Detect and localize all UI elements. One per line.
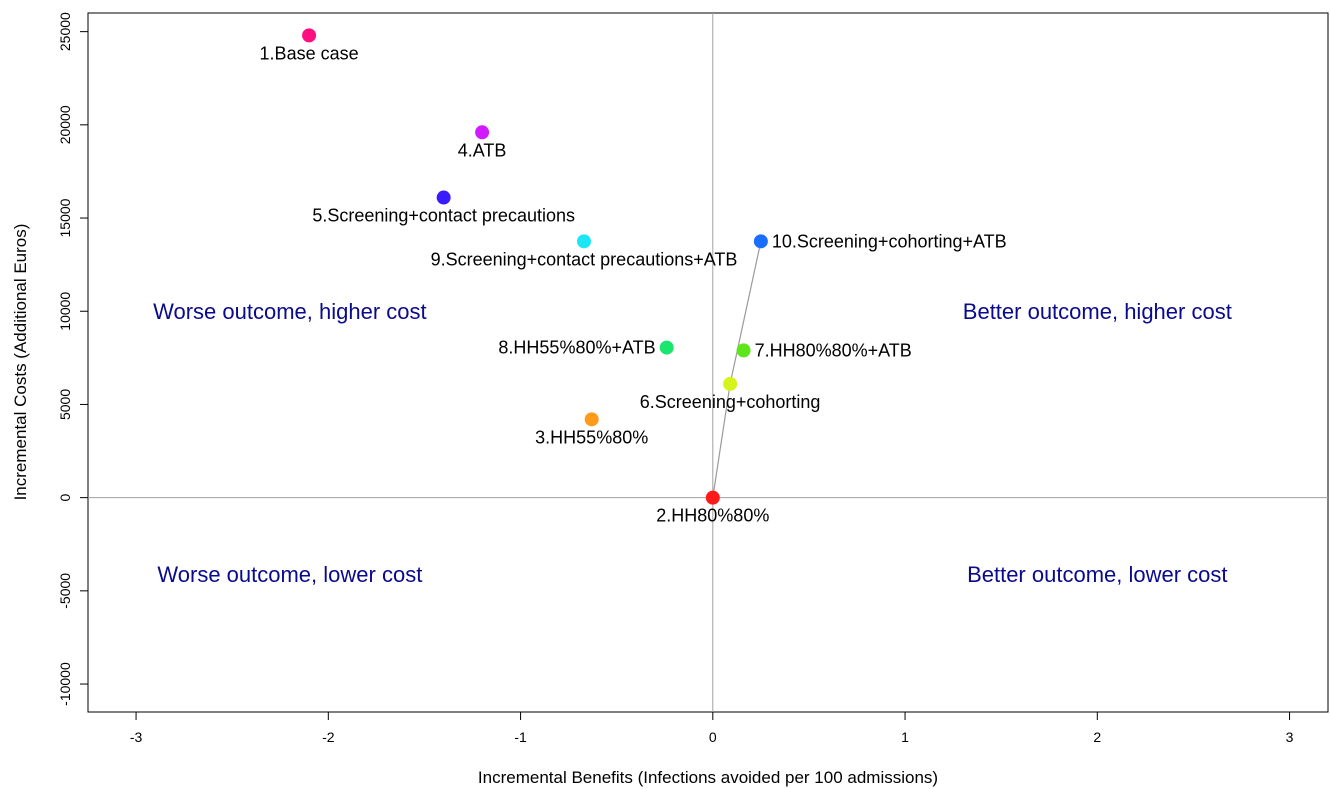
quadrant-label-2: Worse outcome, lower cost [157,562,422,587]
point-label-10: 10.Screening+cohorting+ATB [772,231,1007,251]
quadrant-label-1: Better outcome, higher cost [963,299,1232,324]
x-axis-title: Incremental Benefits (Infections avoided… [478,768,938,787]
x-tick-label: -2 [322,729,335,745]
reference-lines [88,13,1328,712]
x-tick-label: 1 [901,729,909,745]
y-tick-label: 20000 [57,105,73,144]
y-tick-label: 25000 [57,12,73,51]
y-tick-label: -10000 [57,662,73,706]
efficiency-frontier [712,241,762,498]
y-tick-label: 15000 [57,198,73,237]
x-tick-label: -1 [514,729,527,745]
data-point-9 [577,234,591,249]
point-label-5: 5.Screening+contact precautions [312,206,575,226]
point-label-8: 8.HH55%80%+ATB [498,338,655,358]
y-tick-label: -5000 [57,573,73,609]
y-tick-label: 0 [57,494,73,502]
quadrant-labels: Worse outcome, higher cost Better outcome… [153,299,1232,587]
data-point-10 [753,234,768,249]
point-label-4: 4.ATB [458,140,507,160]
point-label-7: 7.HH80%80%+ATB [755,340,912,360]
data-point-3 [584,412,599,427]
data-point-8 [659,340,674,355]
data-point-1 [302,28,317,43]
point-label-1: 1.Base case [260,43,359,63]
y-axis: -10000 -5000 0 5000 10000 15000 20000 25000 [57,12,88,706]
data-point-5 [436,190,451,205]
plot-frame [87,12,1329,713]
quadrant-label-3: Better outcome, lower cost [967,562,1227,587]
x-tick-label: 3 [1286,729,1294,745]
point-label-3: 3.HH55%80% [535,427,648,447]
frontier-line [712,241,762,498]
point-label-6: 6.Screening+cohorting [640,392,821,412]
x-tick-label: 2 [1093,729,1101,745]
point-label-9: 9.Screening+contact precautions+ATB [431,249,738,269]
data-point-2 [705,490,720,505]
quadrant-label-0: Worse outcome, higher cost [153,299,427,324]
data-point-4 [475,125,490,140]
y-tick-label: 5000 [57,389,73,420]
y-tick-label: 10000 [57,292,73,331]
x-axis: -3 -2 -1 0 1 2 3 [130,712,1294,745]
data-point-6 [723,376,738,391]
point-labels: 1.Base case 2.HH80%80% 3.HH55%80% 4.ATB 5.Sc… [260,43,1007,525]
data-point-7 [736,343,751,358]
data-points [302,28,768,505]
point-label-2: 2.HH80%80% [656,506,769,526]
x-tick-label: -3 [130,729,143,745]
y-axis-title: Incremental Costs (Additional Euros) [11,224,30,501]
x-tick-label: 0 [709,729,717,745]
